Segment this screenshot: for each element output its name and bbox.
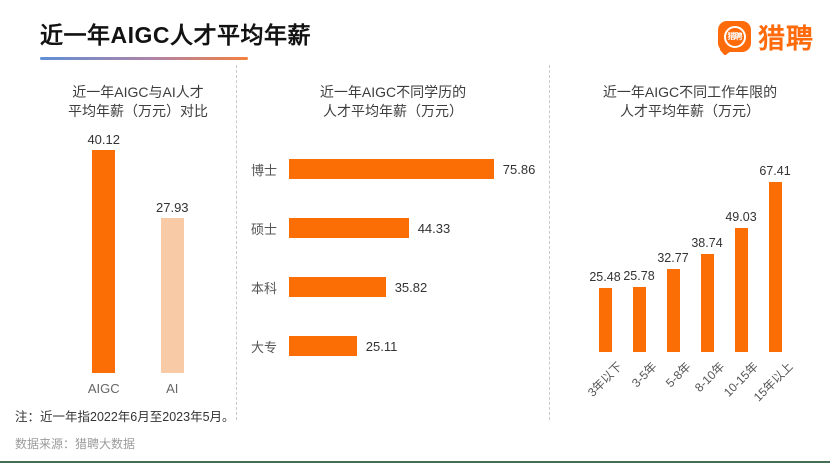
bar-group-8-10y: 38.74 8-10年 — [690, 152, 727, 395]
hbar-value-college: 25.11 — [365, 338, 398, 354]
bar-over15y — [768, 181, 782, 352]
hbar-value-bachelor: 35.82 — [394, 279, 428, 295]
bottom-border-line — [0, 461, 830, 463]
hbar-value-master: 44.33 — [417, 220, 451, 236]
liepin-logo-icon: 猎聘 — [718, 21, 751, 52]
chart-by-education: 近一年AIGC不同学历的 人才平均年薪（万元） 博士 75.86 硕士 44.3… — [237, 65, 550, 420]
chart3-title: 近一年AIGC不同工作年限的 人才平均年薪（万元） — [550, 83, 830, 121]
bar-value-10-15y: 49.03 — [725, 210, 757, 224]
hbar-label-phd: 博士 — [251, 162, 278, 178]
chart3-plot: 25.48 3年以下 25.78 3-5年 32.77 5-8年 38.74 — [550, 152, 830, 405]
bar-label-aigc: AIGC — [87, 381, 120, 396]
bar-8-10y — [700, 254, 714, 352]
bar-group-3-5y: 25.78 3-5年 — [622, 152, 659, 390]
bar-label-3-5y: 3-5年 — [628, 359, 660, 391]
chart1-title-line1: 近一年AIGC与AI人才 — [72, 84, 204, 100]
bar-aigc — [92, 149, 116, 373]
bar-10-15y — [734, 228, 748, 352]
bar-3-5y — [632, 286, 646, 352]
hbar-phd — [289, 159, 494, 179]
bar-value-5-8y: 32.77 — [657, 251, 689, 266]
bar-value-over15y: 67.41 — [759, 163, 791, 178]
bar-label-under3y: 3年以下 — [585, 359, 626, 400]
hbar-label-master: 硕士 — [251, 221, 278, 237]
bar-group-ai: 27.93 AI — [156, 200, 189, 396]
bar-group-5-8y: 32.77 5-8年 — [656, 152, 693, 390]
header: 近一年AIGC人才平均年薪 猎聘 猎聘 — [0, 0, 830, 65]
charts-row: 近一年AIGC与AI人才 平均年薪（万元）对比 40.12 AIGC 27.93… — [0, 65, 830, 420]
bar-5-8y — [666, 269, 680, 352]
chart3-title-line2: 人才平均年薪（万元） — [620, 103, 760, 119]
bar-value-under3y: 25.48 — [589, 269, 621, 284]
hbar-label-college: 大专 — [251, 339, 278, 355]
chart2-title-line1: 近一年AIGC不同学历的 — [319, 84, 467, 100]
hbar-label-bachelor: 本科 — [251, 280, 278, 296]
liepin-logo: 猎聘 猎聘 — [718, 17, 814, 56]
bar-group-10-15y: 49.03 10-15年 — [721, 152, 761, 400]
hbar-college — [289, 336, 357, 356]
chart1-title-line2: 平均年薪（万元）对比 — [68, 103, 208, 119]
logo-ring-icon: 猎聘 — [723, 25, 746, 48]
chart2-title: 近一年AIGC不同学历的 人才平均年薪（万元） — [237, 83, 549, 121]
bar-label-ai: AI — [166, 381, 179, 396]
footnote: 注：近一年指2022年6月至2023年5月。 — [15, 410, 235, 424]
hbar-bachelor — [289, 277, 386, 297]
bar-group-over15y: 67.41 15年以上 — [751, 152, 796, 405]
bar-under3y — [598, 287, 612, 352]
bar-ai — [160, 217, 184, 373]
chart1-plot: 40.12 AIGC 27.93 AI — [40, 132, 236, 396]
bar-value-3-5y: 25.78 — [623, 268, 655, 283]
bar-group-under3y: 25.48 3年以下 — [585, 152, 625, 400]
hbar-master — [289, 218, 409, 238]
logo-icon-text: 猎聘 — [727, 32, 743, 41]
chart2-title-line2: 人才平均年薪（万元） — [323, 103, 463, 119]
bar-value-ai: 27.93 — [156, 199, 189, 215]
hbar-row-college: 大专 25.11 — [251, 336, 549, 356]
data-source: 数据来源：猎聘大数据 — [15, 437, 136, 451]
page-title: 近一年AIGC人才平均年薪 — [40, 22, 311, 48]
chart-by-experience: 近一年AIGC不同工作年限的 人才平均年薪（万元） 25.48 3年以下 25.… — [550, 65, 830, 420]
hbar-row-bachelor: 本科 35.82 — [251, 277, 549, 297]
bar-group-aigc: 40.12 AIGC — [87, 132, 120, 396]
chart2-plot: 博士 75.86 硕士 44.33 本科 35.82 大专 25 — [237, 159, 549, 356]
chart-aigc-vs-ai: 近一年AIGC与AI人才 平均年薪（万元）对比 40.12 AIGC 27.93… — [40, 65, 237, 420]
bar-value-aigc: 40.12 — [87, 131, 120, 147]
hbar-row-phd: 博士 75.86 — [251, 159, 549, 179]
hbar-row-master: 硕士 44.33 — [251, 218, 549, 238]
footer: 注：近一年指2022年6月至2023年5月。 数据来源：猎聘大数据 — [15, 406, 235, 452]
bar-value-8-10y: 38.74 — [691, 236, 723, 250]
chart3-title-line1: 近一年AIGC不同工作年限的 — [602, 84, 778, 100]
title-underline — [40, 57, 248, 60]
hbar-value-phd: 75.86 — [502, 161, 536, 177]
bar-label-5-8y: 5-8年 — [662, 359, 694, 391]
logo-wordmark: 猎聘 — [758, 24, 814, 54]
chart1-title: 近一年AIGC与AI人才 平均年薪（万元）对比 — [40, 83, 236, 121]
